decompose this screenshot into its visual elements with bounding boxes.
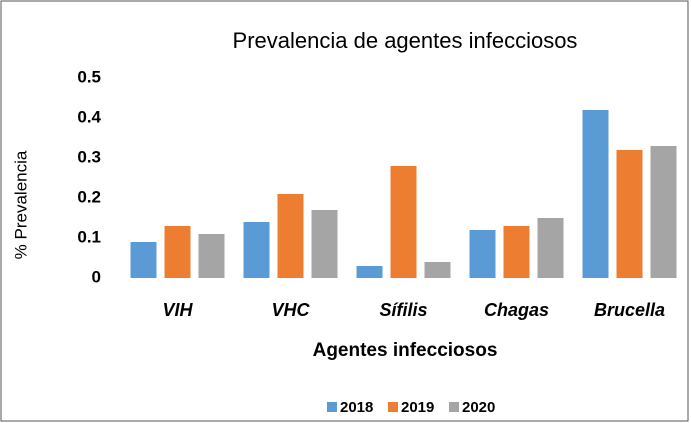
- bar: [164, 226, 191, 278]
- bar: [469, 230, 496, 278]
- bar: [243, 222, 270, 278]
- legend-swatch: [327, 402, 337, 412]
- y-tick-label: 0.2: [77, 187, 101, 206]
- x-tick-label: Sífilis: [379, 300, 427, 320]
- bar: [356, 266, 383, 278]
- bar: [130, 242, 157, 278]
- bar: [650, 146, 677, 278]
- bar: [198, 234, 225, 278]
- x-tick-label: VHC: [271, 300, 310, 320]
- bar: [537, 218, 564, 278]
- y-tick-label: 0.4: [77, 107, 101, 126]
- x-tick-label: Chagas: [484, 300, 549, 320]
- x-tick-label: Brucella: [594, 300, 665, 320]
- legend-label: 2020: [462, 399, 495, 416]
- y-tick-label: 0.5: [77, 67, 101, 86]
- bar: [582, 110, 609, 278]
- bar: [390, 166, 417, 278]
- bar: [616, 150, 643, 278]
- bar: [277, 194, 304, 278]
- bar: [311, 210, 338, 278]
- legend-swatch: [449, 402, 459, 412]
- bar: [424, 262, 451, 278]
- bar: [503, 226, 530, 278]
- y-tick-label: 0.3: [77, 147, 101, 166]
- chart-title: Prevalencia de agentes infecciosos: [233, 28, 578, 53]
- legend-swatch: [388, 402, 398, 412]
- legend-label: 2019: [401, 399, 434, 416]
- y-tick-label: 0: [92, 267, 101, 286]
- x-axis-title: Agentes infecciosos: [313, 340, 498, 361]
- y-tick-label: 0.1: [77, 227, 101, 246]
- x-tick-label: VIH: [162, 300, 193, 320]
- legend-label: 2018: [340, 399, 373, 416]
- y-axis-title: % Prevalencia: [11, 150, 30, 259]
